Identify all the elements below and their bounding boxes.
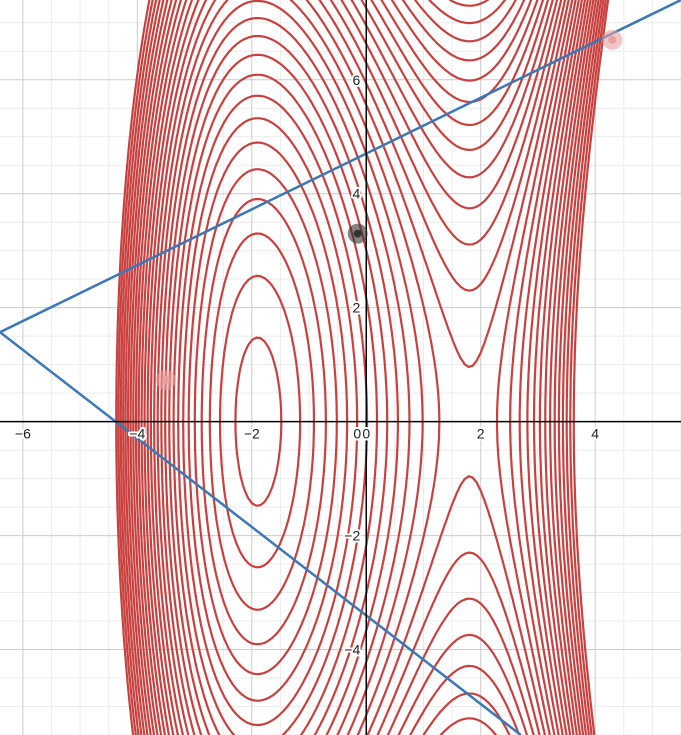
contour-line [164, 0, 583, 735]
contour-line [124, 0, 526, 735]
contour-line [129, 0, 539, 735]
contour-line [127, 0, 533, 735]
contour-line [119, 0, 507, 735]
contour-line [218, 0, 607, 735]
x-tick-label: −2 [244, 426, 260, 442]
tick-labels: −6 −4 −2 0 2 4 0 −4 −2 2 4 6 [13, 70, 601, 660]
y-tick-label: −2 [344, 528, 360, 544]
contour-line [168, 0, 586, 735]
contour-line [187, 0, 597, 735]
data-point [608, 35, 617, 44]
highlighted-points [155, 29, 623, 391]
y-tick-label: 6 [352, 72, 360, 88]
x-tick-label: 2 [477, 426, 485, 442]
data-point [353, 229, 362, 238]
contour-line [115, 0, 151, 735]
series-line-0 [0, 0, 681, 334]
contour-line [182, 0, 595, 735]
contour-line [172, 0, 589, 735]
x-tick-label: −6 [15, 426, 31, 442]
contour-line [153, 0, 574, 735]
origin-label: 0 [353, 426, 361, 442]
contour-line [137, 0, 554, 735]
x-tick-label: 0 [362, 426, 370, 442]
contour-line [134, 0, 550, 735]
contour-line [177, 0, 592, 735]
y-tick-label: 4 [352, 186, 360, 202]
contour-line [234, 0, 610, 735]
contour-line [200, 0, 603, 735]
contour-line [140, 0, 559, 735]
series-line-1 [0, 331, 522, 735]
contour-line [156, 0, 577, 735]
contour-line [146, 0, 567, 735]
contour-line [160, 0, 580, 735]
y-tick-label: −4 [344, 642, 360, 658]
contour-line [143, 0, 563, 735]
contour-curves [115, 0, 610, 735]
data-point [161, 376, 170, 385]
contour-line [117, 0, 489, 735]
x-tick-label: −4 [129, 426, 145, 442]
x-tick-label: 4 [591, 426, 599, 442]
contour-line [149, 0, 570, 735]
y-tick-label: 2 [352, 300, 360, 316]
contour-line [132, 0, 544, 735]
